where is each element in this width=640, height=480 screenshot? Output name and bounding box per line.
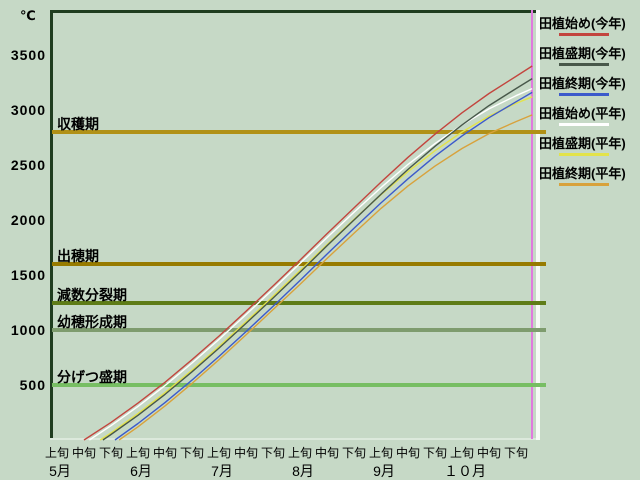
series-line: [114, 91, 533, 441]
period-label: 中旬: [71, 446, 96, 460]
legend-item: 田植始め(平年): [538, 103, 640, 133]
legend-item: 田植盛期(平年): [538, 133, 640, 163]
y-tick-label: 3500: [10, 47, 46, 63]
series-line: [118, 114, 533, 441]
period-label: 下旬: [179, 446, 204, 460]
legend-color-line: [559, 183, 609, 186]
legend-item: 田植始め(今年): [538, 13, 640, 43]
y-tick-label: 2000: [10, 212, 46, 228]
legend-color-line: [559, 93, 609, 96]
y-tick-label: 3000: [10, 102, 46, 118]
period-label: 下旬: [98, 446, 123, 460]
period-label: 上旬: [368, 446, 393, 460]
period-label: 下旬: [422, 446, 447, 460]
y-tick-label: 1000: [10, 322, 46, 338]
legend-item-label: 田植始め(今年): [539, 16, 626, 31]
stage-line-label: 減数分裂期: [57, 286, 127, 303]
period-label: 中旬: [233, 446, 258, 460]
legend-item-label: 田植始め(平年): [539, 106, 626, 121]
legend-item: 田植終期(今年): [538, 73, 640, 103]
stage-line-label: 出穂期: [57, 248, 99, 264]
stage-line-label: 幼穂形成期: [57, 314, 127, 330]
month-label: 8月: [292, 463, 314, 479]
period-label: 下旬: [260, 446, 285, 460]
stage-line: [52, 130, 546, 134]
legend-item-label: 田植盛期(今年): [539, 46, 626, 61]
period-label: 上旬: [287, 446, 312, 460]
plot-top-border: [50, 10, 540, 13]
period-label: 中旬: [314, 446, 339, 460]
legend-item-label: 田植盛期(平年): [539, 136, 626, 151]
legend-color-line: [559, 33, 609, 36]
stage-line: [52, 262, 546, 266]
period-label: 中旬: [395, 446, 420, 460]
y-tick-label: 1500: [10, 267, 46, 283]
legend-item: 田植盛期(今年): [538, 43, 640, 73]
period-label: 中旬: [152, 446, 177, 460]
legend-color-line: [559, 153, 609, 156]
period-label: 上旬: [206, 446, 231, 460]
month-label: １０月: [444, 463, 486, 479]
legend-item: 田植終期(平年): [538, 163, 640, 193]
legend-item-label: 田植終期(今年): [539, 76, 626, 91]
period-label: 上旬: [44, 446, 69, 460]
period-label: 下旬: [503, 446, 528, 460]
current-date-marker-line: [531, 10, 534, 439]
legend-item-label: 田植終期(平年): [539, 166, 626, 181]
y-axis-line: [50, 10, 53, 440]
period-label: 上旬: [449, 446, 474, 460]
month-label: 6月: [130, 463, 152, 479]
legend-color-line: [559, 63, 609, 66]
month-label: 5月: [49, 463, 71, 479]
month-label: 7月: [211, 463, 233, 479]
series-line: [99, 96, 533, 441]
stage-line-label: 収穫期: [57, 116, 99, 132]
period-label: 上旬: [125, 446, 150, 460]
plot-right-border: [536, 10, 540, 440]
y-tick-label: 500: [19, 377, 46, 393]
stage-line-label: 分げつ盛期: [57, 369, 127, 385]
period-label: 下旬: [341, 446, 366, 460]
period-label: 中旬: [476, 446, 501, 460]
y-tick-label: 2500: [10, 157, 46, 173]
legend-color-line: [559, 123, 609, 126]
month-label: 9月: [373, 463, 395, 479]
x-axis-line: [50, 438, 540, 440]
y-axis-unit-label: ℃: [20, 8, 36, 23]
